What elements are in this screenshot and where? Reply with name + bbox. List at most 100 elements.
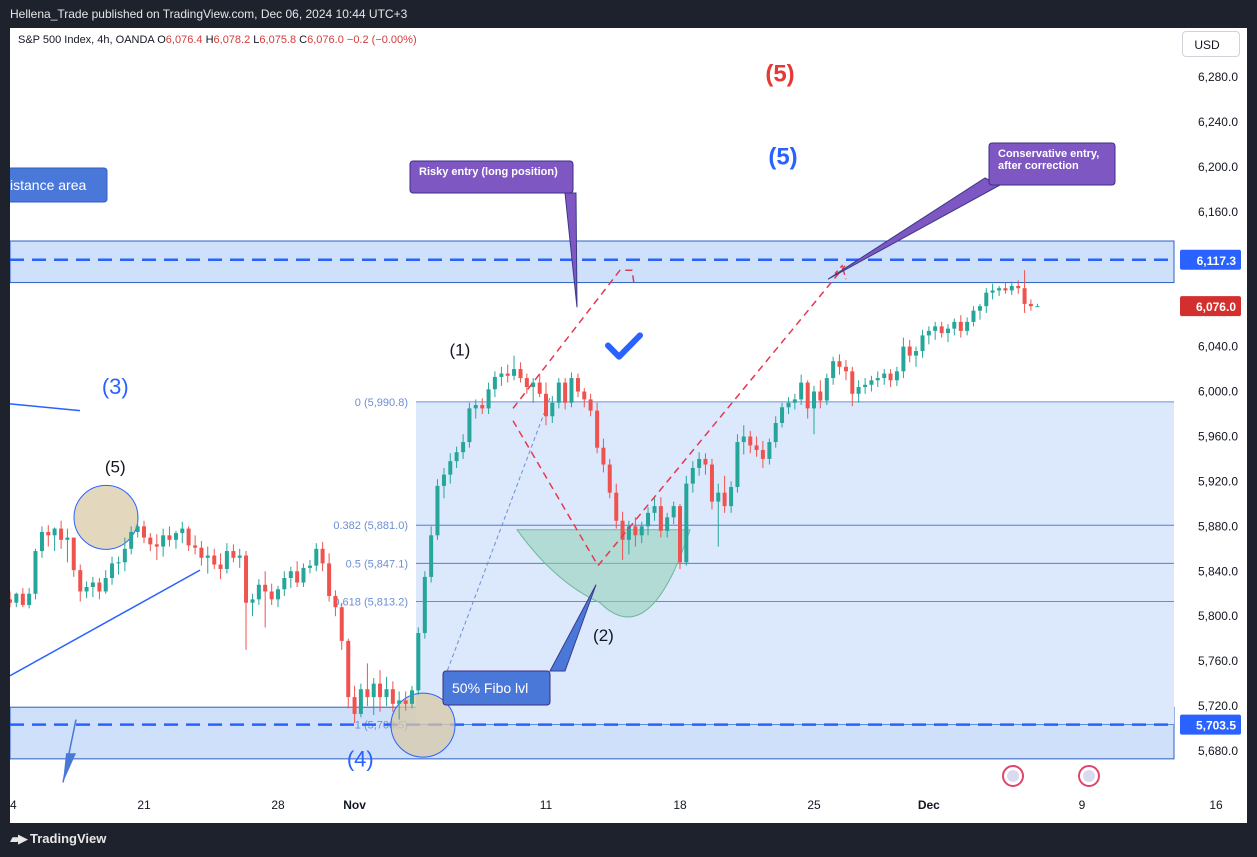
- candle-body: [869, 380, 874, 385]
- publisher-text: Hellena_Trade published on TradingView.c…: [10, 7, 408, 21]
- candle-body: [901, 346, 906, 372]
- high-value: 6,078.2: [213, 34, 251, 46]
- x-axis-tick-label: 28: [271, 798, 285, 812]
- candle-body: [193, 545, 198, 548]
- candle-body: [939, 326, 944, 334]
- candle-body: [422, 576, 427, 634]
- fibo-callout-box: [442, 670, 551, 706]
- candle-body: [1022, 288, 1027, 304]
- candle-body: [722, 492, 727, 507]
- candle-body: [397, 700, 402, 704]
- candle-body: [984, 292, 989, 307]
- us-flag-fill: [1083, 770, 1095, 782]
- candle-body: [1016, 285, 1021, 289]
- wave-label: (4): [347, 747, 374, 772]
- candle-body: [537, 382, 542, 394]
- x-axis-tick-label: 16: [1209, 798, 1223, 812]
- conservative-entry-callout-text: after correction: [998, 160, 1079, 172]
- candle-body: [314, 548, 319, 566]
- candle-body: [773, 422, 778, 443]
- x-axis-tick-label: 14: [10, 798, 17, 812]
- candle-body: [435, 485, 440, 536]
- candle-body: [524, 378, 529, 388]
- candle-body: [614, 492, 619, 521]
- candle-body: [946, 328, 950, 334]
- wave-label: (5): [105, 457, 126, 476]
- candle-body: [575, 378, 580, 392]
- candle-body: [307, 565, 312, 568]
- us-flag-fill: [1007, 770, 1019, 782]
- candle-body: [205, 555, 210, 558]
- candle-body: [167, 535, 172, 540]
- risky-entry-callout-box: [409, 160, 574, 194]
- candle-body: [920, 335, 925, 352]
- fibo-callout-pointer: [549, 584, 597, 672]
- candle-body: [122, 548, 127, 563]
- candle-body: [390, 689, 395, 704]
- tradingview-logo[interactable]: ▰▶ TradingView: [10, 831, 106, 847]
- wave-label: (5): [765, 60, 794, 87]
- candle-body: [467, 408, 472, 443]
- candle-body: [875, 378, 880, 381]
- candle-body: [110, 563, 115, 579]
- price-chart[interactable]: 0 (5,990.8) 0.382 (5,881.0) 0.5 (5,847.1) 0…: [10, 28, 1247, 823]
- price-tag: [1180, 714, 1241, 735]
- support-pointer-line: [62, 719, 77, 783]
- candle-body: [805, 382, 810, 409]
- price-tag-label: 6,117.3: [1197, 254, 1237, 268]
- correction-bowl: [516, 529, 691, 618]
- candle-body: [78, 570, 83, 592]
- candle-body: [186, 528, 191, 546]
- candle-body: [129, 531, 134, 549]
- candle-body: [997, 288, 1002, 291]
- candle-body: [812, 391, 816, 409]
- candle-body: [1028, 303, 1033, 307]
- tradingview-brand: TradingView: [30, 831, 107, 846]
- low-value: 6,075.8: [259, 34, 297, 46]
- candle-body: [429, 535, 434, 577]
- candle-body: [550, 402, 555, 417]
- x-axis-tick-label: 21: [137, 798, 151, 812]
- candle-body: [84, 586, 89, 592]
- candle-body: [142, 526, 146, 538]
- wave-label: (3): [102, 374, 129, 399]
- candle-body: [843, 366, 848, 372]
- candle-body: [518, 369, 523, 379]
- candle-body: [582, 391, 587, 400]
- candle-body: [684, 483, 689, 563]
- candle-body: [856, 387, 861, 394]
- projected-path-risky: [512, 269, 635, 409]
- support-pointer: [63, 753, 76, 783]
- candle-body: [882, 373, 887, 379]
- conservative-entry-callout-box: [988, 142, 1116, 186]
- price-tag-label: 5,703.5: [1196, 719, 1236, 733]
- candle-body: [358, 689, 363, 714]
- y-axis-tick-label: 6,000.0: [1198, 385, 1238, 399]
- x-axis-tick-label: Nov: [343, 798, 366, 812]
- candle-body: [569, 378, 574, 403]
- currency-button[interactable]: USD: [1182, 31, 1240, 57]
- candle-body: [505, 373, 510, 376]
- candle-body: [690, 467, 695, 484]
- candle-body: [224, 551, 229, 570]
- trend-line: [10, 403, 81, 412]
- open-label: O6,076.4: [157, 34, 203, 46]
- candle-body: [767, 442, 772, 459]
- chart-pane[interactable]: 0 (5,990.8) 0.382 (5,881.0) 0.5 (5,847.1) 0…: [10, 28, 1247, 823]
- checkmark-icon: [605, 332, 643, 360]
- candle-body: [20, 593, 25, 605]
- candle-body: [295, 571, 300, 583]
- candle-body: [601, 447, 606, 465]
- close-label: C6,076.0: [299, 34, 344, 46]
- candle-body: [639, 526, 644, 536]
- candle-body: [161, 535, 166, 547]
- y-axis-tick-label: 6,160.0: [1198, 205, 1238, 219]
- candle-body: [760, 449, 765, 459]
- fibonacci-level-label: 0.618 (5,813.2): [333, 596, 408, 608]
- candle-body: [786, 402, 791, 408]
- candle-body: [716, 492, 721, 502]
- candle-body: [792, 399, 797, 403]
- candle-body: [588, 399, 593, 411]
- candle-body: [371, 683, 376, 698]
- candle-body: [148, 537, 153, 545]
